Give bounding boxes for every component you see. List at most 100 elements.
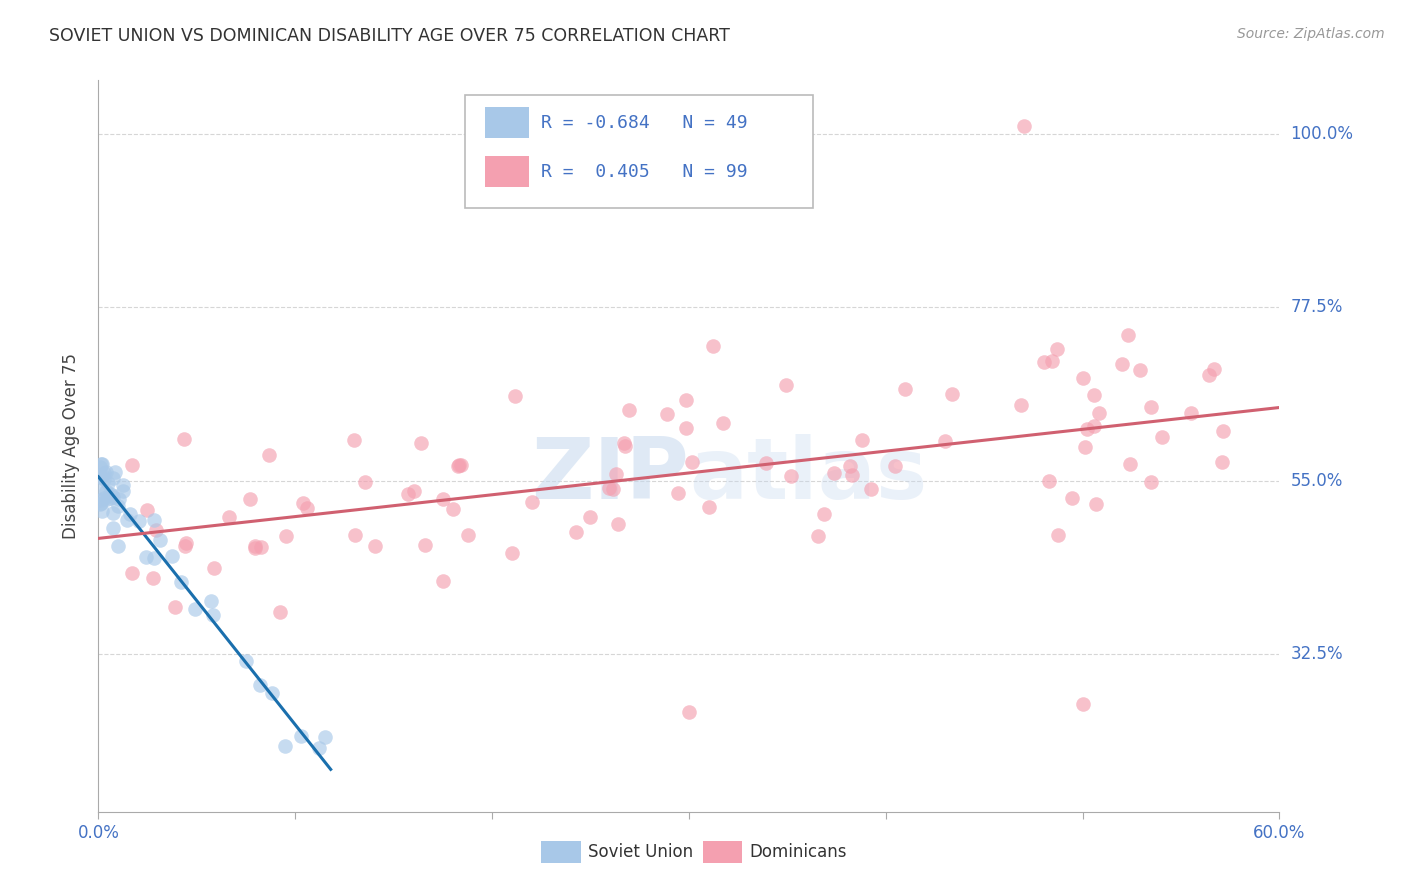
FancyBboxPatch shape [464, 95, 813, 209]
Bar [485, 156, 530, 187]
Text: R = -0.684   N = 49: R = -0.684 N = 49 [541, 113, 748, 132]
Point [239, 492, 262, 507]
Point [104, 465, 127, 479]
Point [343, 527, 366, 541]
Point [91, 457, 114, 471]
Point [1038, 475, 1060, 489]
Point [1046, 342, 1069, 356]
Text: 100.0%: 100.0% [1291, 125, 1354, 144]
Point [202, 561, 225, 575]
Point [1211, 455, 1233, 469]
Point [90, 467, 112, 482]
Point [859, 482, 882, 496]
Point [602, 483, 624, 497]
Point [218, 510, 240, 524]
Point [314, 730, 336, 744]
Point [1129, 362, 1152, 376]
Point [776, 120, 799, 134]
Point [447, 459, 470, 474]
Point [779, 469, 801, 483]
Point [1204, 362, 1226, 376]
Point [413, 538, 436, 552]
Point [245, 539, 267, 553]
Point [450, 458, 472, 473]
Point [449, 458, 471, 472]
Point [89, 492, 111, 507]
Point [612, 435, 634, 450]
Point [1180, 407, 1202, 421]
Point [1083, 388, 1105, 402]
Point [941, 387, 963, 401]
Point [1140, 400, 1163, 414]
Point [98, 487, 121, 501]
Point [1012, 120, 1035, 134]
Point [173, 432, 195, 446]
Point [1088, 406, 1111, 420]
Point [697, 500, 720, 515]
Point [93, 471, 115, 485]
Point [441, 502, 464, 516]
Point [579, 509, 602, 524]
Point [1085, 497, 1108, 511]
Point [934, 434, 956, 448]
Point [457, 528, 479, 542]
Point [93, 491, 115, 505]
Point [170, 574, 193, 589]
Point [1150, 430, 1173, 444]
Point [666, 486, 689, 500]
Point [1032, 354, 1054, 368]
Point [101, 490, 124, 504]
Point [200, 594, 222, 608]
Point [775, 377, 797, 392]
Point [1071, 697, 1094, 711]
Point [1040, 353, 1063, 368]
Point [120, 507, 142, 521]
Point [894, 382, 917, 396]
Point [501, 546, 523, 560]
Point [276, 529, 298, 543]
Point [90, 504, 112, 518]
Point [711, 416, 734, 430]
Point [101, 506, 124, 520]
Point [364, 540, 387, 554]
Text: 55.0%: 55.0% [1291, 472, 1343, 490]
Point [404, 483, 426, 498]
Point [269, 605, 291, 619]
Point [135, 550, 157, 565]
Point [93, 467, 115, 481]
Point [101, 521, 124, 535]
Point [675, 393, 697, 408]
Point [409, 435, 432, 450]
Point [142, 551, 165, 566]
Point [250, 540, 273, 554]
Point [108, 492, 131, 507]
Point [90, 457, 112, 471]
Point [1116, 327, 1139, 342]
Point [702, 338, 724, 352]
Point [174, 539, 197, 553]
Point [813, 508, 835, 522]
Text: 77.5%: 77.5% [1291, 299, 1343, 317]
Point [619, 403, 641, 417]
Point [1073, 370, 1095, 384]
Point [115, 513, 138, 527]
Point [1074, 440, 1097, 454]
Point [1060, 491, 1083, 505]
Point [96, 492, 118, 507]
Point [1111, 357, 1133, 371]
Text: ZIP: ZIP [531, 434, 689, 516]
Point [103, 471, 125, 485]
Point [107, 539, 129, 553]
Point [98, 491, 121, 505]
Point [111, 483, 134, 498]
Point [1198, 368, 1220, 383]
Point [243, 541, 266, 555]
Point [681, 455, 703, 469]
Text: Source: ZipAtlas.com: Source: ZipAtlas.com [1237, 27, 1385, 41]
Point [1140, 475, 1163, 489]
Y-axis label: Disability Age Over 75: Disability Age Over 75 [62, 353, 80, 539]
Point [883, 458, 905, 473]
Point [354, 475, 377, 489]
Point [841, 467, 863, 482]
Point [89, 459, 111, 474]
